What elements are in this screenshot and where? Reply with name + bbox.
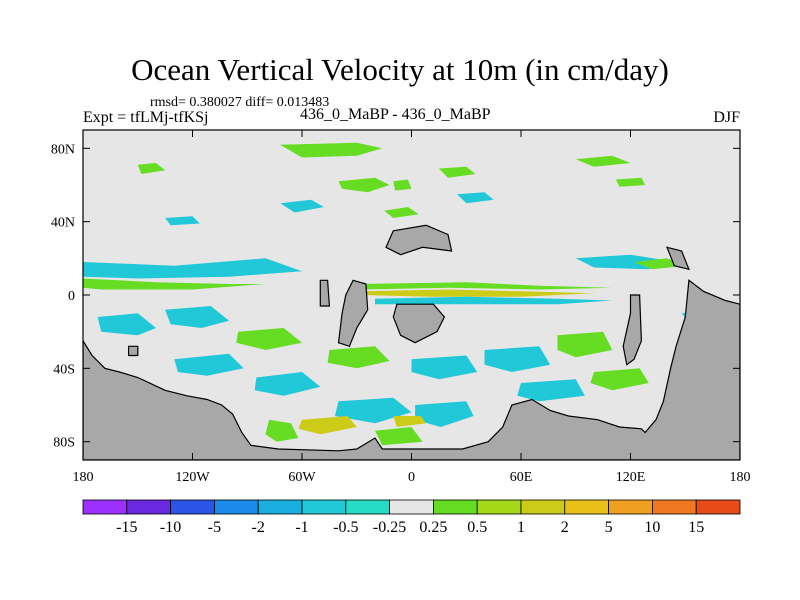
- season-label: DJF: [713, 109, 740, 126]
- velocity-patch-5: [575, 155, 631, 167]
- land-americas: [83, 279, 740, 460]
- y-tick-label-4: 80S: [53, 436, 75, 451]
- colorbar-label-9: 1: [517, 519, 525, 536]
- land-center-c: [319, 279, 331, 307]
- colorbar-label-12: 10: [644, 519, 660, 536]
- velocity-patch-13: [360, 289, 594, 297]
- field-layer: [83, 142, 722, 446]
- colorbar-label-2: -5: [208, 519, 221, 536]
- velocity-patch-28: [298, 416, 357, 435]
- experiment-label: Expt = tfLMj-tfKSj: [83, 109, 209, 126]
- velocity-patch-20: [236, 328, 302, 350]
- velocity-patch-24: [411, 355, 478, 380]
- colorbar-label-7: 0.25: [419, 519, 447, 536]
- colorbar: -15 -10 -5 -2 -1 -0.5 -0.25 0.25 0.5 1 2 5 10 15: [82, 499, 741, 536]
- velocity-patch-30: [415, 401, 474, 427]
- colorbar-swatch-2: [170, 499, 215, 515]
- velocity-patch-23: [327, 346, 390, 369]
- land-ne-sliver: [666, 246, 690, 271]
- velocity-patch-8: [165, 216, 200, 226]
- colorbar-label-4: -1: [295, 519, 308, 536]
- y-tick-label-3: 40S: [53, 362, 75, 377]
- colorbar-swatch-3: [213, 499, 259, 515]
- velocity-patch-15: [375, 296, 613, 305]
- colorbar-swatch-10: [520, 499, 566, 515]
- velocity-patch-21: [174, 353, 244, 376]
- velocity-patch-9: [457, 192, 494, 204]
- rmsd-diff-stats: rmsd= 0.380027 diff= 0.013483: [150, 95, 330, 110]
- colorbar-label-11: 5: [605, 519, 613, 536]
- x-tick-label-3: 0: [408, 470, 415, 485]
- y-tick-label-1: 40N: [51, 216, 75, 231]
- colorbar-swatch-4: [257, 499, 303, 515]
- difference-label: 436_0_MaBP - 436_0_MaBP: [300, 106, 491, 123]
- velocity-patch-6: [615, 177, 646, 187]
- y-tick-label-0: 80N: [51, 142, 75, 157]
- x-tick-label-1: 120W: [175, 470, 210, 485]
- velocity-patch-27: [334, 397, 412, 424]
- chart-title: Ocean Vertical Velocity at 10m (in cm/da…: [131, 52, 669, 87]
- velocity-patch-33: [517, 379, 585, 402]
- velocity-patch-22: [254, 372, 321, 396]
- x-tick-label-4: 60E: [510, 470, 533, 485]
- colorbar-swatch-9: [476, 499, 522, 515]
- land-layer: [83, 224, 740, 460]
- velocity-patch-3: [393, 179, 412, 191]
- velocity-patch-11: [83, 258, 302, 279]
- colorbar-label-13: 15: [688, 519, 704, 536]
- velocity-patch-19: [165, 306, 229, 328]
- colorbar-label-5: -0.5: [333, 519, 358, 536]
- land-east-block: [622, 294, 643, 366]
- colorbar-swatch-7: [389, 499, 434, 515]
- colorbar-swatch-14: [695, 499, 741, 515]
- colorbar-swatch-5: [301, 499, 347, 515]
- velocity-patch-25: [484, 346, 551, 372]
- velocity-patch-7: [280, 199, 324, 213]
- velocity-patch-14: [360, 282, 613, 290]
- velocity-patch-29: [265, 419, 299, 442]
- plot-area: [83, 130, 740, 460]
- velocity-patch-0: [280, 142, 383, 158]
- velocity-patch-1: [137, 163, 166, 174]
- colorbar-swatch-12: [608, 499, 653, 515]
- velocity-patch-32: [393, 416, 427, 427]
- land-west-small: [128, 345, 139, 357]
- colorbar-swatch-6: [345, 499, 390, 515]
- y-tick-label-2: 0: [68, 289, 75, 304]
- colorbar-swatch-0: [82, 499, 128, 515]
- land-center-b: [392, 303, 446, 344]
- velocity-patch-10: [384, 207, 419, 218]
- velocity-patch-4: [438, 166, 476, 178]
- velocity-patch-12: [83, 278, 266, 290]
- colorbar-swatch-13: [652, 499, 697, 515]
- land-north-island: [385, 224, 453, 256]
- colorbar-swatch-1: [126, 499, 172, 515]
- colorbar-swatch-11: [564, 499, 609, 515]
- velocity-patch-31: [375, 427, 423, 446]
- colorbar-label-6: -0.25: [373, 519, 406, 536]
- x-tick-label-6: 180: [730, 470, 751, 485]
- land-center-a: [337, 279, 369, 348]
- velocity-patch-18: [97, 313, 156, 336]
- x-tick-label-0: 180: [73, 470, 94, 485]
- x-tick-label-5: 120E: [616, 470, 646, 485]
- velocity-patch-34: [590, 368, 649, 391]
- colorbar-label-10: 2: [561, 519, 569, 536]
- colorbar-swatch-8: [432, 499, 478, 515]
- velocity-patch-2: [338, 177, 390, 193]
- x-tick-label-2: 60W: [288, 470, 316, 485]
- colorbar-label-8: 0.5: [467, 519, 487, 536]
- colorbar-label-3: -2: [252, 519, 265, 536]
- colorbar-label-0: -15: [116, 519, 137, 536]
- axis-layer: 180 120W 60W 0 60E 120E 180 80N 40N 0 40S 80S: [51, 130, 751, 485]
- velocity-patch-26: [557, 331, 613, 358]
- colorbar-label-1: -10: [160, 519, 181, 536]
